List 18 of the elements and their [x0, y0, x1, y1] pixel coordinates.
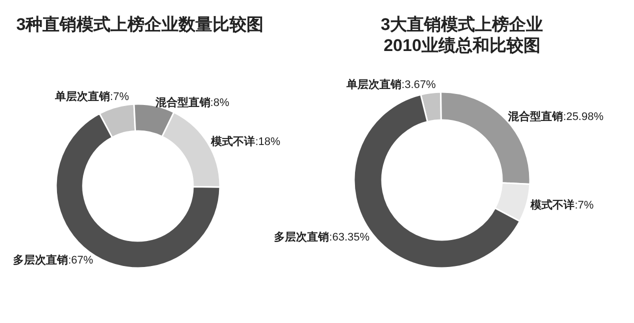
chart-title: 3种直销模式上榜企业数量比较图 [16, 15, 264, 34]
data-label: :7% [110, 91, 130, 104]
slice-label: 模式不详 [530, 198, 575, 212]
chart-title: 3大直销模式上榜企业 2010业绩总和比较图 [380, 15, 544, 55]
slice-label: 多层次直销 [13, 253, 68, 266]
data-label: :67% [68, 254, 94, 266]
data-label: :3.67% [402, 79, 436, 92]
slice-label: 单层次直销 [346, 78, 402, 92]
slice-label: 混合型直销 [154, 96, 210, 109]
slice-label: 单层次直销 [54, 90, 110, 104]
data-label: :7% [574, 199, 594, 212]
data-label: :18% [255, 136, 281, 148]
data-label: :8% [210, 96, 230, 109]
data-label: :25.98% [563, 111, 604, 124]
slice-label: 模式不详 [210, 134, 256, 148]
slice-label: 混合型直销 [507, 110, 564, 124]
data-label: :63.35% [329, 232, 370, 244]
slice-label: 多层次直销 [274, 230, 330, 244]
